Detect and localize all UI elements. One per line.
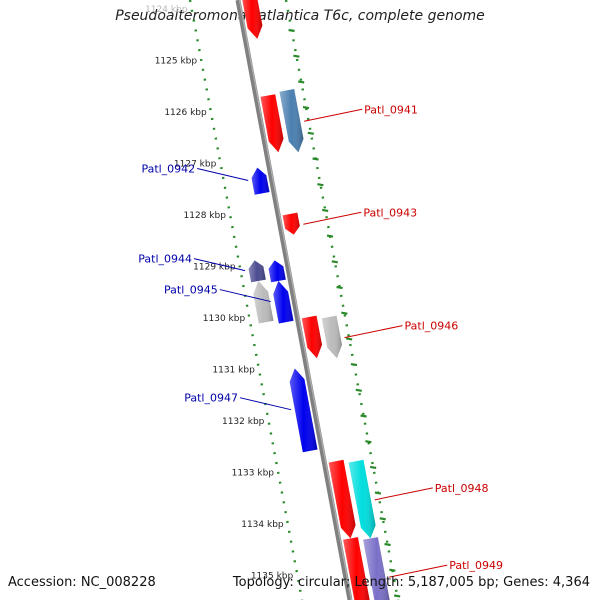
kbp-tick-label: 1130 kbp: [203, 314, 246, 324]
outer-ring-dash: [317, 183, 324, 187]
kbp-tick-label: 1133 kbp: [232, 469, 275, 479]
outer-ring-dash: [322, 208, 329, 212]
outer-ring-dash: [341, 311, 348, 315]
gene-arrow-shading: [289, 368, 318, 453]
gene-arrow-shading: [321, 315, 342, 359]
kbp-tick-label: 1126 kbp: [164, 108, 207, 118]
ring-layer: [188, 0, 401, 600]
gene-arrow-shading: [363, 537, 390, 600]
gene-label-Patl_0941[interactable]: Patl_0941: [364, 103, 418, 116]
outer-ring-dash: [374, 491, 382, 495]
gene-label-Patl_0946[interactable]: Patl_0946: [405, 320, 459, 333]
outer-ring-dash: [336, 285, 343, 290]
outer-ring-dash: [307, 131, 314, 135]
outer-ring-dash: [393, 594, 401, 598]
gene-arrow-shading: [348, 459, 376, 539]
outer-ring-dash: [298, 80, 305, 84]
dotted-ring-outer: [284, 0, 400, 600]
label-layer: Patl_0941 Patl_0942 Patl_0943 Patl_0944 Patl…: [138, 103, 503, 578]
kbp-tick-label: 1131 kbp: [212, 366, 255, 376]
kbp-tick-label: 1132 kbp: [222, 417, 265, 427]
outer-ring-dash: [384, 542, 391, 547]
gene-arrow-shading: [242, 0, 263, 39]
gene-label-leader: [303, 211, 362, 225]
kbp-tick-label: 1129 kbp: [193, 263, 236, 273]
gene-arrow-shading: [279, 89, 304, 153]
outer-ring-dash: [389, 568, 396, 572]
gene-label-Patl_0945[interactable]: Patl_0945: [164, 284, 218, 297]
gene-arrow-shading: [282, 212, 300, 235]
outer-ring-dash: [312, 157, 319, 161]
gene-label-Patl_0949[interactable]: Patl_0949: [449, 559, 503, 572]
gene-arrow-shading: [343, 537, 370, 600]
gene-label-Patl_0944[interactable]: Patl_0944: [138, 253, 192, 266]
outer-ring-dash: [355, 388, 362, 392]
gene-arrow-shading: [260, 94, 284, 153]
genome-summary-text: Topology: circular; Length: 5,187,005 bp…: [232, 575, 590, 590]
kbp-tick-label: 1128 kbp: [184, 211, 227, 221]
genome-title: Pseudoalteromonas atlantica T6c, complet…: [115, 8, 485, 24]
outer-ring-dash: [379, 517, 386, 521]
accession-text: Accession: NC_008228: [8, 575, 156, 590]
outer-ring-dash: [365, 440, 372, 444]
gene-label-leader: [197, 168, 249, 182]
kbp-tick-label: 1127 kbp: [174, 160, 217, 170]
gene-arrow-shading: [268, 260, 286, 283]
outer-ring-dash: [288, 28, 295, 33]
gene-label-Patl_0947[interactable]: Patl_0947: [184, 392, 238, 405]
gene-label-Patl_0942[interactable]: Patl_0942: [141, 163, 195, 176]
outer-ring-dash: [345, 337, 353, 341]
outer-ring-dash: [326, 234, 334, 238]
outer-ring-dash: [350, 363, 358, 367]
outer-ring-dash: [293, 54, 300, 58]
kbp-tick-label: 1124 kbp: [145, 5, 188, 15]
outer-ring-dash: [302, 106, 310, 110]
gene-arrow-shading: [251, 167, 270, 195]
gene-arrow-shading: [248, 260, 266, 283]
outer-ring-dash: [331, 260, 338, 264]
gene-arrow-shading: [328, 459, 356, 539]
gene-arrow-shading: [273, 280, 294, 324]
kbp-tick-label: 1125 kbp: [155, 57, 198, 67]
genome-backbone-highlight: [238, 0, 353, 600]
gene-arrow-shading: [253, 280, 274, 324]
outer-ring-dash: [369, 465, 377, 469]
gene-label-leader: [193, 258, 246, 272]
dotted-ring-inner: [188, 0, 304, 600]
kbp-tick-label: 1135 kbp: [251, 572, 294, 582]
tick-layer: 1124 kbp 1125 kbp 1126 kbp 1127 kbp 1128 kbp…: [145, 5, 293, 582]
kbp-tick-label: 1134 kbp: [241, 520, 284, 530]
gene-label-leader: [344, 325, 403, 339]
gene-label-leader: [389, 564, 448, 578]
gene-label-leader: [219, 289, 271, 303]
gene-label-leader: [239, 397, 292, 411]
genome-backbone: [235, 0, 353, 600]
gene-label-leader: [374, 487, 433, 501]
outer-ring-dash: [360, 414, 367, 418]
gene-label-leader: [304, 108, 363, 122]
gene-label-Patl_0943[interactable]: Patl_0943: [363, 206, 417, 219]
gene-layer: [242, 0, 390, 600]
gene-arrow-shading: [301, 315, 322, 359]
gene-label-Patl_0948[interactable]: Patl_0948: [435, 482, 489, 495]
